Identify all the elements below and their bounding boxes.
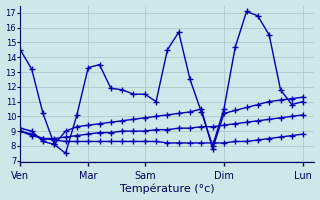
X-axis label: Température (°c): Température (°c) [120, 184, 215, 194]
